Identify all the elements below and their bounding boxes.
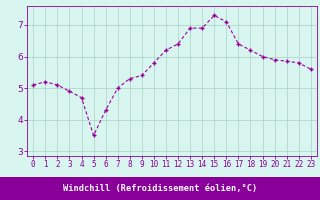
Text: Windchill (Refroidissement éolien,°C): Windchill (Refroidissement éolien,°C) [63, 184, 257, 193]
